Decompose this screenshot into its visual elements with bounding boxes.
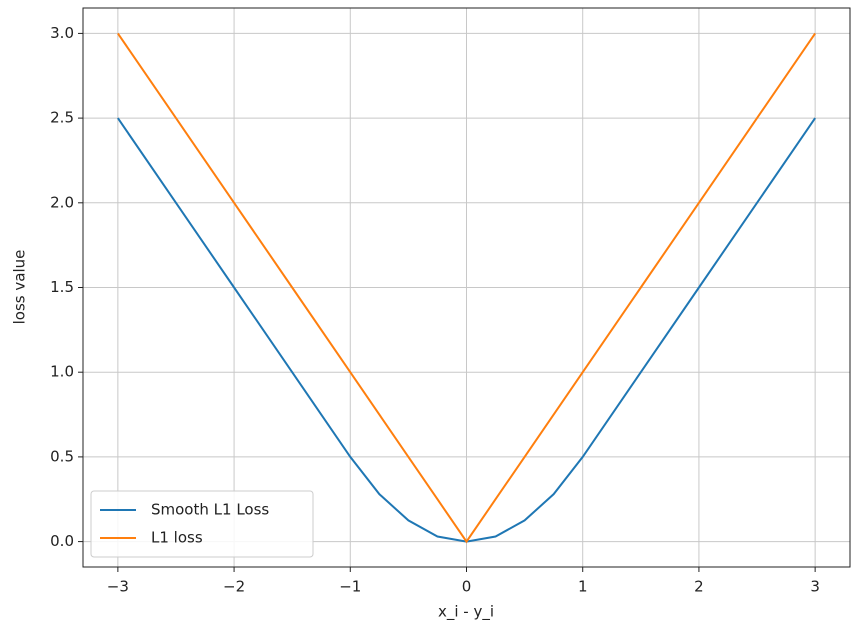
line-series	[117, 32, 816, 544]
legend: Smooth L1 Loss L1 loss	[90, 490, 314, 558]
legend-label: Smooth L1 Loss	[151, 501, 269, 519]
x-tick-label: −2	[223, 578, 245, 596]
y-tick-label: 3.0	[50, 24, 74, 42]
x-tick-label: 0	[462, 578, 472, 596]
x-tick-label: 2	[694, 578, 704, 596]
y-tick-label: 1.0	[50, 363, 74, 381]
x-tick-label: −1	[339, 578, 361, 596]
y-tick-label: 1.5	[50, 278, 74, 296]
legend-label: L1 loss	[151, 529, 203, 547]
y-tick-label: 0.5	[50, 447, 74, 465]
x-tick-label: 1	[578, 578, 588, 596]
y-tick-label: 0.0	[50, 532, 74, 550]
x-tick-label: −3	[107, 578, 129, 596]
y-tick-label: 2.0	[50, 193, 74, 211]
plot-frame	[82, 7, 851, 568]
y-tick-label: 2.5	[50, 109, 74, 127]
y-axis-label: loss value	[11, 250, 29, 325]
x-tick-label: 3	[810, 578, 820, 596]
legend-box	[90, 490, 314, 558]
x-axis-label: x_i - y_i	[438, 603, 494, 622]
